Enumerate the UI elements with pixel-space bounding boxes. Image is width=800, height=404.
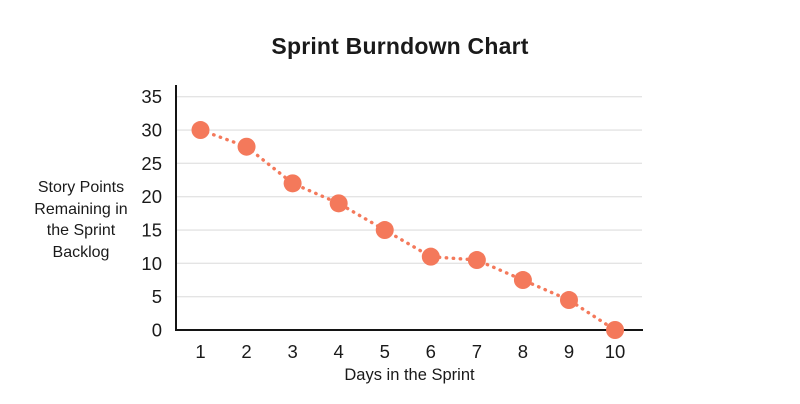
data-point (237, 137, 256, 156)
x-tick-label: 6 (426, 341, 436, 362)
y-tick-label: 15 (141, 220, 162, 241)
x-axis-label: Days in the Sprint (344, 366, 475, 384)
data-point (467, 251, 486, 270)
data-point (283, 174, 302, 193)
y-tick-label: 35 (141, 86, 162, 107)
y-tick-label: 20 (141, 186, 162, 207)
chart-title: Sprint Burndown Chart (271, 33, 529, 59)
y-tick-label: 30 (141, 120, 162, 141)
data-point (421, 247, 440, 266)
data-point (513, 271, 532, 290)
y-tick-label: 10 (141, 253, 162, 274)
data-point (329, 194, 348, 213)
x-tick-label: 8 (518, 341, 528, 362)
y-tick-label: 5 (152, 286, 162, 307)
data-point (191, 121, 210, 140)
x-tick-label: 2 (241, 341, 251, 362)
y-axis-label-line: the Sprint (46, 222, 116, 239)
data-point (606, 321, 625, 339)
data-point (375, 221, 394, 240)
y-tick-label: 25 (141, 153, 162, 174)
y-axis-label-line: Story Points (37, 179, 125, 196)
y-axis-label-line: Backlog (52, 243, 110, 261)
x-tick-label: 1 (195, 341, 205, 362)
y-tick-label: 0 (152, 320, 162, 341)
x-tick-label: 10 (605, 341, 626, 362)
y-axis-label: Story Points Remaining in the Sprint Bac… (8, 177, 154, 263)
trend-line (198, 128, 617, 332)
x-tick-label: 9 (564, 341, 574, 362)
x-tick-label: 3 (287, 341, 297, 362)
data-point (559, 291, 578, 310)
y-axis-label-line: Remaining in (34, 200, 128, 218)
x-tick-label: 5 (380, 341, 390, 362)
x-tick-label: 7 (472, 341, 482, 362)
x-tick-label: 4 (334, 341, 344, 362)
